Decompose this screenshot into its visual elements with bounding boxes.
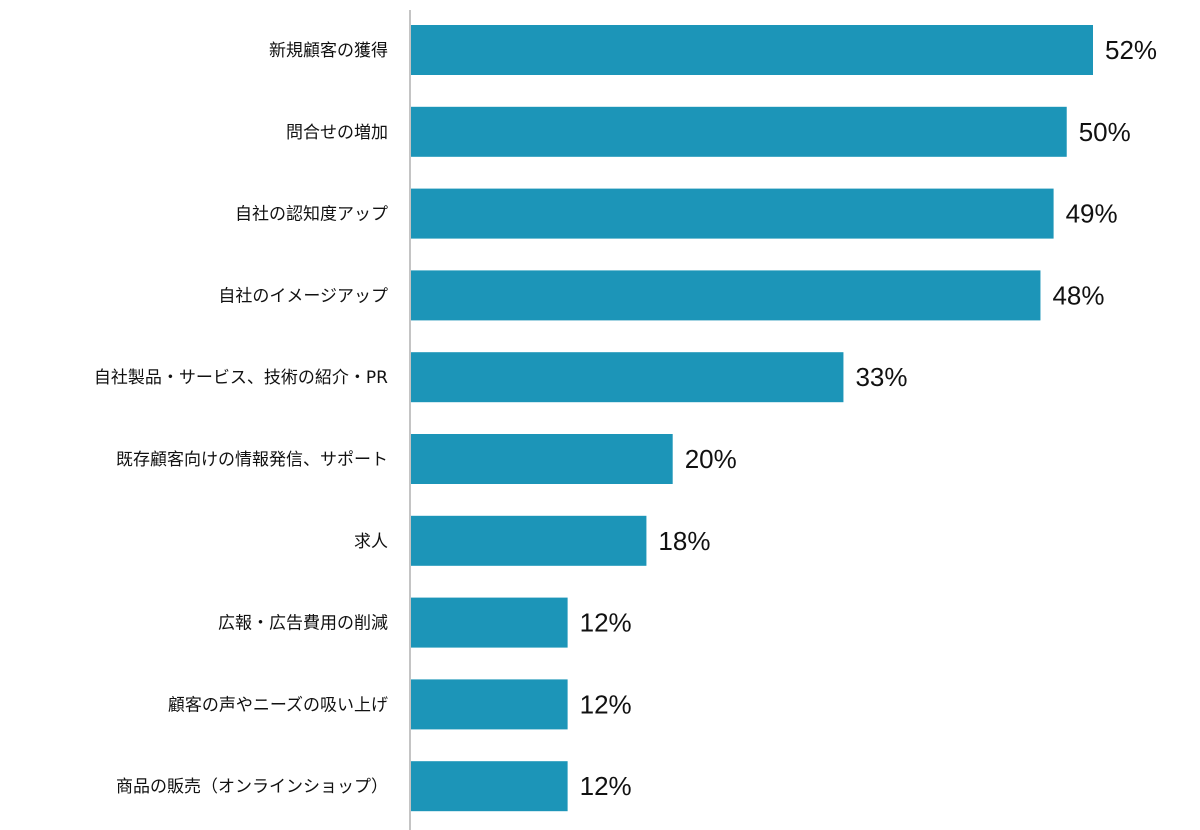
bar-0 — [411, 25, 1093, 75]
bar-6 — [411, 515, 647, 566]
bar-8 — [411, 679, 568, 730]
value-label-1: 50% — [1079, 117, 1131, 147]
value-label-6: 18% — [658, 526, 710, 556]
value-label-8: 12% — [580, 689, 632, 719]
category-label-1: 問合せの増加 — [286, 123, 388, 143]
bar-2 — [411, 188, 1054, 239]
category-label-5: 既存顧客向けの情報発信、サポート — [116, 450, 388, 470]
bar-1 — [411, 106, 1067, 157]
bar-4 — [411, 352, 844, 403]
bar-5 — [411, 434, 673, 484]
bar-3 — [411, 270, 1041, 321]
category-label-4: 自社製品・サービス、技術の紹介・PR — [94, 368, 388, 388]
value-label-3: 48% — [1052, 280, 1104, 310]
category-label-9: 商品の販売（オンラインショップ） — [116, 777, 388, 797]
value-label-9: 12% — [580, 771, 632, 801]
category-label-8: 顧客の声やニーズの吸い上げ — [168, 695, 388, 715]
category-label-7: 広報・広告費用の削減 — [218, 614, 388, 634]
category-label-2: 自社の認知度アップ — [235, 205, 388, 225]
bar-9 — [411, 761, 568, 812]
value-label-5: 20% — [685, 444, 737, 474]
bar-7 — [411, 597, 568, 648]
category-label-0: 新規顧客の獲得 — [269, 41, 388, 61]
value-label-0: 52% — [1105, 35, 1157, 65]
value-label-2: 49% — [1066, 199, 1118, 229]
category-label-3: 自社のイメージアップ — [218, 286, 388, 306]
category-label-6: 求人 — [354, 532, 388, 552]
value-label-4: 33% — [855, 362, 907, 392]
value-label-7: 12% — [580, 608, 632, 638]
